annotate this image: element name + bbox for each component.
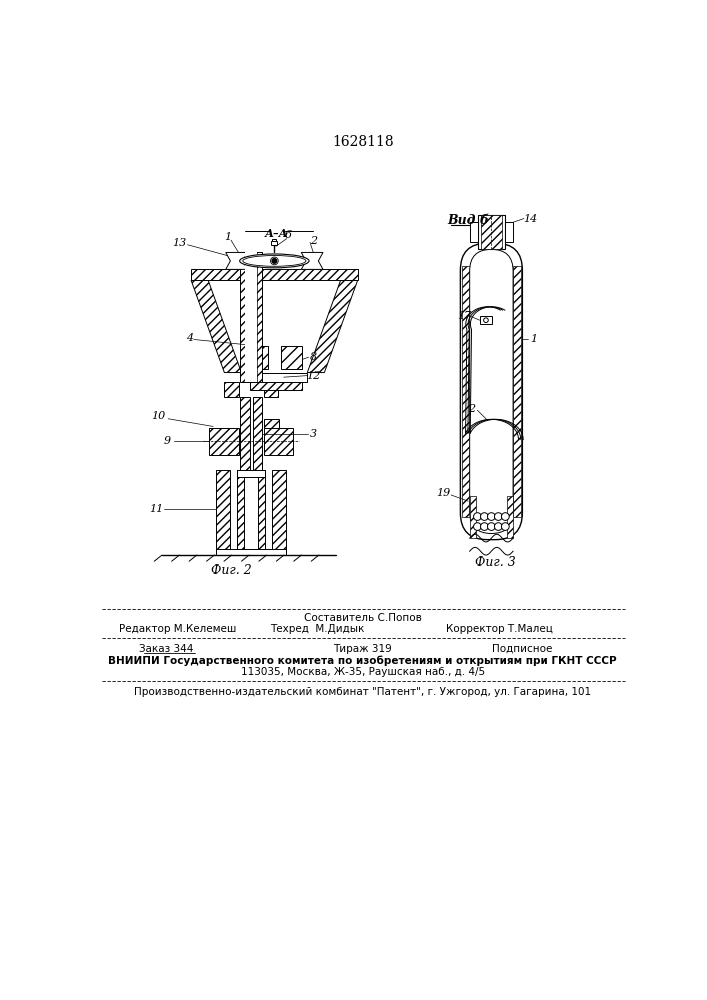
Bar xyxy=(264,428,293,455)
Text: Тираж 319: Тираж 319 xyxy=(333,644,392,654)
Bar xyxy=(264,373,283,382)
Text: 13: 13 xyxy=(173,238,187,248)
Circle shape xyxy=(494,523,502,530)
Bar xyxy=(478,215,505,249)
Circle shape xyxy=(272,259,276,263)
Bar xyxy=(245,252,257,382)
Bar xyxy=(470,222,478,242)
Circle shape xyxy=(474,513,481,520)
Bar xyxy=(251,346,268,369)
Text: 1: 1 xyxy=(530,334,537,344)
Bar xyxy=(264,419,279,428)
Text: 4: 4 xyxy=(185,333,193,343)
Circle shape xyxy=(481,513,489,520)
Circle shape xyxy=(501,523,509,530)
Bar xyxy=(258,477,265,549)
Text: 2: 2 xyxy=(469,404,476,414)
Bar xyxy=(283,373,289,382)
Polygon shape xyxy=(301,252,323,269)
Bar xyxy=(224,382,239,397)
Circle shape xyxy=(481,523,489,530)
Text: 1628118: 1628118 xyxy=(332,135,394,149)
Bar xyxy=(216,470,230,555)
Polygon shape xyxy=(226,252,247,269)
Bar xyxy=(505,222,513,242)
Text: 2: 2 xyxy=(310,236,317,246)
Bar xyxy=(191,269,358,280)
Circle shape xyxy=(474,523,481,530)
Bar xyxy=(264,382,279,397)
Ellipse shape xyxy=(240,254,309,268)
Text: 9: 9 xyxy=(164,436,171,446)
Text: 6: 6 xyxy=(285,231,292,240)
Text: Вид б: Вид б xyxy=(448,214,489,227)
Text: Техред  М.Дидык: Техред М.Дидык xyxy=(270,624,364,634)
Bar xyxy=(507,496,513,538)
Text: Составитель С.Попов: Составитель С.Попов xyxy=(304,613,421,623)
Circle shape xyxy=(488,523,495,530)
Text: Подписное: Подписное xyxy=(492,644,553,654)
Text: ВНИИПИ Государственного комитета по изобретениям и открытиям при ГКНТ СССР: ВНИИПИ Государственного комитета по изоб… xyxy=(108,655,617,666)
Text: 10: 10 xyxy=(151,411,165,421)
Circle shape xyxy=(501,513,509,520)
Text: Корректор Т.Малец: Корректор Т.Малец xyxy=(445,624,553,634)
Bar xyxy=(252,397,262,470)
Bar xyxy=(209,428,239,455)
Text: 17: 17 xyxy=(457,311,472,321)
Circle shape xyxy=(488,513,495,520)
Circle shape xyxy=(484,318,489,323)
Text: Заказ 344: Заказ 344 xyxy=(139,644,193,654)
Bar xyxy=(480,316,492,324)
Text: А–А: А–А xyxy=(265,228,288,239)
Bar xyxy=(216,549,286,555)
Bar xyxy=(240,397,250,470)
Bar xyxy=(237,470,265,549)
Bar xyxy=(245,373,307,382)
Text: Фиг. 3: Фиг. 3 xyxy=(475,556,515,569)
Text: Производственно-издательский комбинат "Патент", г. Ужгород, ул. Гагарина, 101: Производственно-издательский комбинат "П… xyxy=(134,687,591,697)
Bar xyxy=(237,477,244,549)
Text: 113035, Москва, Ж-35, Раушская наб., д. 4/5: 113035, Москва, Ж-35, Раушская наб., д. … xyxy=(240,667,485,677)
Text: Фиг. 2: Фиг. 2 xyxy=(211,564,252,577)
Bar xyxy=(481,215,502,249)
FancyBboxPatch shape xyxy=(460,243,522,540)
Text: Редактор М.Келемеш: Редактор М.Келемеш xyxy=(119,624,236,634)
Polygon shape xyxy=(191,280,241,373)
Ellipse shape xyxy=(243,256,306,266)
Text: 14: 14 xyxy=(523,214,537,224)
Bar xyxy=(462,266,469,517)
Text: 19: 19 xyxy=(436,488,450,498)
Bar xyxy=(513,266,521,517)
Bar xyxy=(240,252,262,382)
Bar xyxy=(272,239,276,241)
Bar xyxy=(469,496,476,538)
Circle shape xyxy=(494,513,502,520)
Bar xyxy=(281,346,303,369)
Text: 12: 12 xyxy=(306,371,320,381)
Bar xyxy=(237,470,265,477)
Text: 3: 3 xyxy=(310,429,317,439)
Text: 1: 1 xyxy=(224,232,231,242)
FancyBboxPatch shape xyxy=(469,249,513,533)
Text: 11: 11 xyxy=(149,504,164,514)
Bar xyxy=(272,470,286,555)
Text: 8: 8 xyxy=(310,352,317,362)
Bar xyxy=(250,382,303,389)
Polygon shape xyxy=(308,280,358,373)
Bar xyxy=(271,241,277,245)
